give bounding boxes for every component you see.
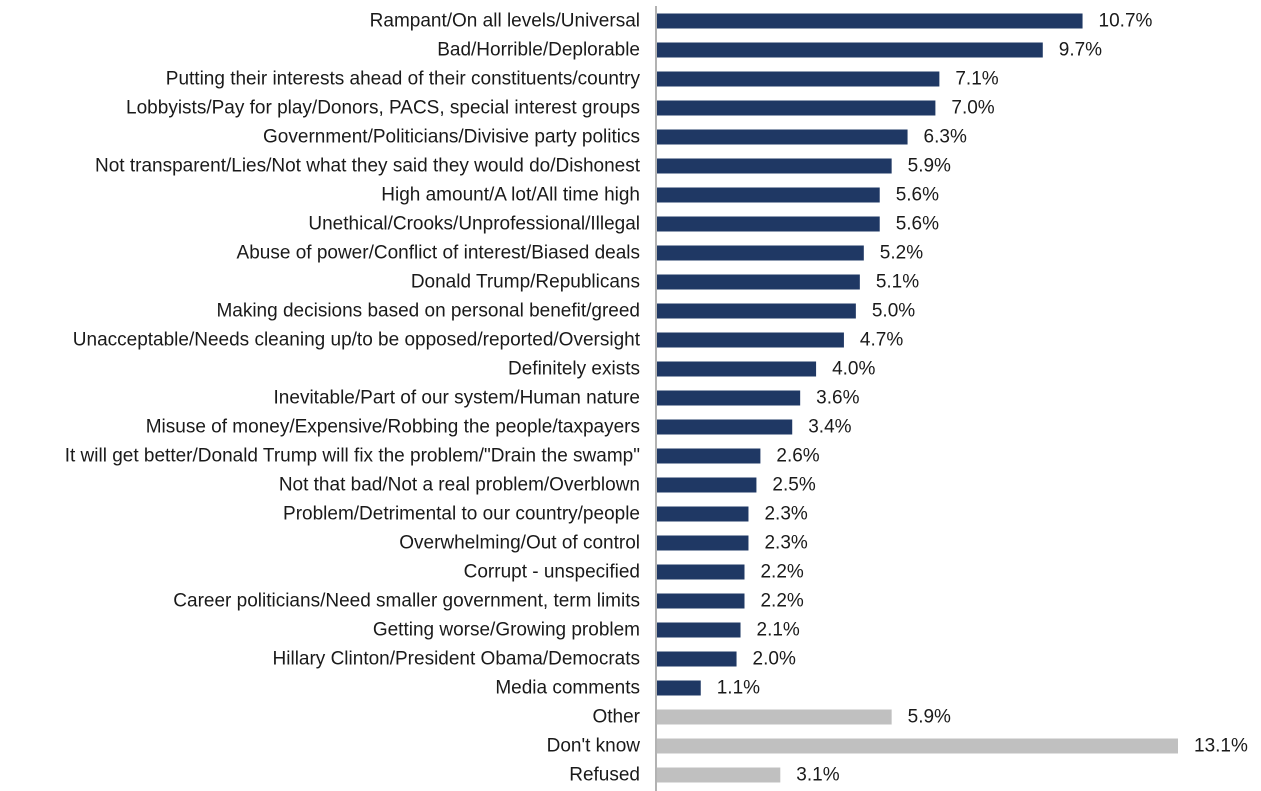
bar: [657, 71, 940, 87]
category-label: Other: [592, 707, 640, 728]
value-label: 2.2%: [760, 562, 803, 583]
value-label: 3.4%: [808, 417, 851, 438]
value-label: 2.3%: [764, 533, 807, 554]
bar: [657, 274, 860, 290]
category-label: Government/Politicians/Divisive party po…: [263, 127, 640, 148]
category-label: High amount/A lot/All time high: [381, 185, 640, 206]
category-label: Refused: [569, 765, 640, 786]
bar: [657, 767, 781, 783]
category-label: Don't know: [547, 736, 641, 757]
category-label: Donald Trump/Republicans: [411, 272, 640, 293]
value-label: 5.6%: [896, 185, 939, 206]
category-label: Corrupt - unspecified: [464, 562, 640, 583]
value-label: 1.1%: [717, 678, 760, 699]
category-label: Inevitable/Part of our system/Human natu…: [274, 388, 640, 409]
value-label: 5.0%: [872, 301, 915, 322]
value-label: 3.6%: [816, 388, 859, 409]
bar: [657, 506, 749, 522]
bar: [657, 245, 864, 261]
category-label: Putting their interests ahead of their c…: [166, 69, 641, 90]
category-label: Unethical/Crooks/Unprofessional/Illegal: [308, 214, 640, 235]
value-label: 10.7%: [1099, 11, 1153, 32]
category-label: Misuse of money/Expensive/Robbing the pe…: [146, 417, 640, 438]
category-label: Unacceptable/Needs cleaning up/to be opp…: [73, 330, 641, 351]
bar: [657, 129, 908, 145]
value-label: 6.3%: [924, 127, 967, 148]
category-label: Not that bad/Not a real problem/Overblow…: [279, 475, 640, 496]
category-label: Making decisions based on personal benef…: [216, 301, 640, 322]
bar: [657, 564, 745, 580]
category-label: Career politicians/Need smaller governme…: [173, 591, 640, 612]
value-label: 2.1%: [757, 620, 800, 641]
value-label: 13.1%: [1194, 736, 1248, 757]
category-label: Hillary Clinton/President Obama/Democrat…: [273, 649, 640, 670]
category-label: Overwhelming/Out of control: [399, 533, 640, 554]
bar: [657, 738, 1178, 754]
category-label: Media comments: [495, 678, 640, 699]
bar: [657, 42, 1043, 58]
value-label: 2.6%: [776, 446, 819, 467]
value-label: 7.1%: [955, 69, 998, 90]
bar: [657, 593, 745, 609]
value-label: 4.0%: [832, 359, 875, 380]
bar: [657, 535, 749, 551]
category-label: It will get better/Donald Trump will fix…: [65, 446, 640, 467]
bar: [657, 709, 892, 725]
value-label: 5.2%: [880, 243, 923, 264]
bar: [657, 158, 892, 174]
value-label: 5.6%: [896, 214, 939, 235]
category-label: Rampant/On all levels/Universal: [370, 11, 640, 32]
bar: [657, 419, 793, 435]
bar: [657, 303, 856, 319]
value-label: 3.1%: [796, 765, 839, 786]
bar: [657, 332, 844, 348]
bar: [657, 680, 701, 696]
category-label: Definitely exists: [508, 359, 640, 380]
bar: [657, 390, 801, 406]
bar: [657, 100, 936, 116]
bar: [657, 448, 761, 464]
bar: [657, 216, 880, 232]
value-label: 9.7%: [1059, 40, 1102, 61]
category-label: Abuse of power/Conflict of interest/Bias…: [237, 243, 640, 264]
value-label: 2.5%: [772, 475, 815, 496]
value-label: 2.3%: [764, 504, 807, 525]
bar: [657, 622, 741, 638]
bar: [657, 651, 737, 667]
value-label: 5.9%: [908, 707, 951, 728]
value-label: 7.0%: [951, 98, 994, 119]
bar: [657, 187, 880, 203]
category-label: Problem/Detrimental to our country/peopl…: [283, 504, 640, 525]
value-label: 2.2%: [760, 591, 803, 612]
value-label: 5.1%: [876, 272, 919, 293]
category-label: Getting worse/Growing problem: [373, 620, 640, 641]
bar: [657, 477, 757, 493]
category-label: Not transparent/Lies/Not what they said …: [95, 156, 641, 177]
bar: [657, 13, 1083, 29]
category-label: Bad/Horrible/Deplorable: [437, 40, 640, 61]
value-label: 2.0%: [753, 649, 796, 670]
value-label: 5.9%: [908, 156, 951, 177]
value-label: 4.7%: [860, 330, 903, 351]
category-label: Lobbyists/Pay for play/Donors, PACS, spe…: [126, 98, 640, 119]
bar: [657, 361, 817, 377]
